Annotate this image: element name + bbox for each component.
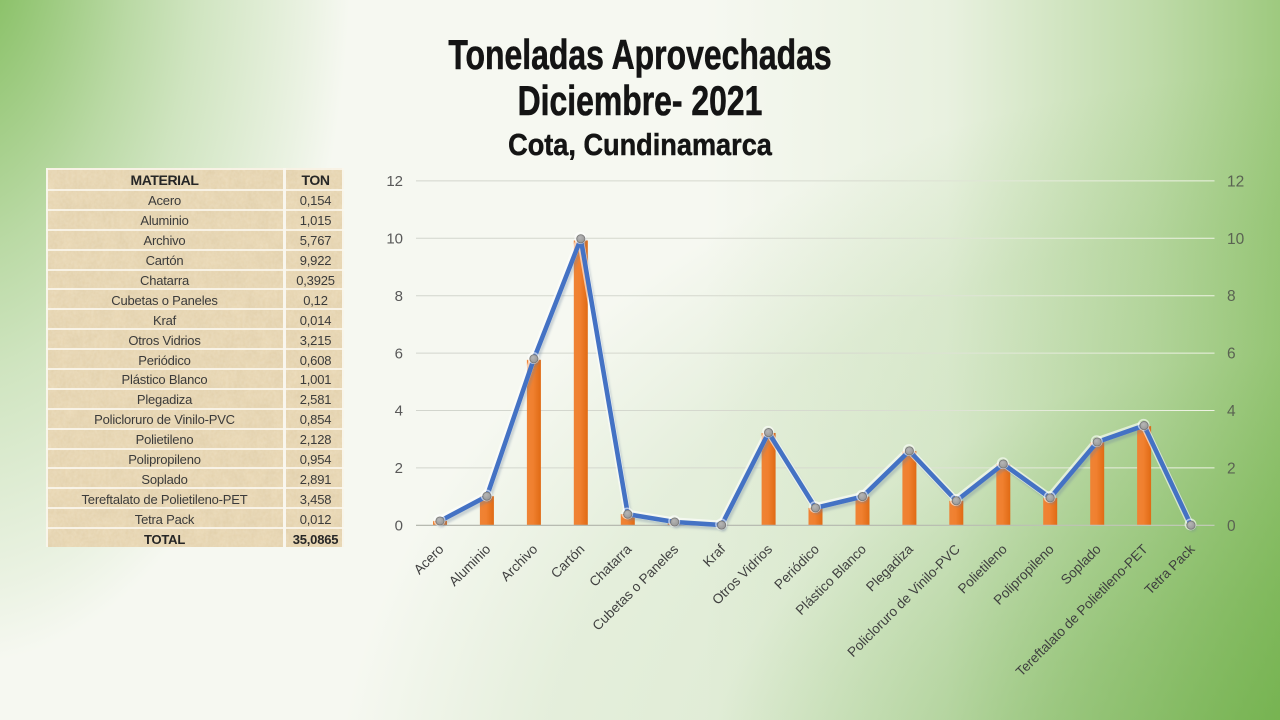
svg-text:Acero: Acero xyxy=(411,542,447,578)
svg-text:0: 0 xyxy=(1227,518,1236,535)
svg-text:12: 12 xyxy=(386,173,403,190)
svg-text:0: 0 xyxy=(395,518,403,535)
svg-text:2: 2 xyxy=(1227,460,1236,477)
svg-text:2: 2 xyxy=(395,460,403,477)
svg-text:Aluminio: Aluminio xyxy=(446,542,493,589)
svg-text:10: 10 xyxy=(386,231,403,248)
svg-text:Kraf: Kraf xyxy=(700,541,728,569)
svg-text:Archivo: Archivo xyxy=(498,542,541,585)
svg-text:8: 8 xyxy=(395,288,403,305)
svg-text:Chatarra: Chatarra xyxy=(586,541,634,589)
svg-text:8: 8 xyxy=(1227,288,1236,305)
svg-text:4: 4 xyxy=(395,403,403,420)
svg-text:Tetra Pack: Tetra Pack xyxy=(1142,541,1198,597)
svg-text:Cartón: Cartón xyxy=(548,542,587,581)
svg-text:4: 4 xyxy=(1227,403,1236,420)
svg-text:6: 6 xyxy=(1227,346,1236,363)
svg-text:Cubetas o Paneles: Cubetas o Paneles xyxy=(589,541,681,633)
svg-text:12: 12 xyxy=(1227,173,1244,190)
svg-text:Soplado: Soplado xyxy=(1058,542,1104,588)
svg-text:10: 10 xyxy=(1227,231,1245,248)
svg-text:6: 6 xyxy=(395,345,403,362)
